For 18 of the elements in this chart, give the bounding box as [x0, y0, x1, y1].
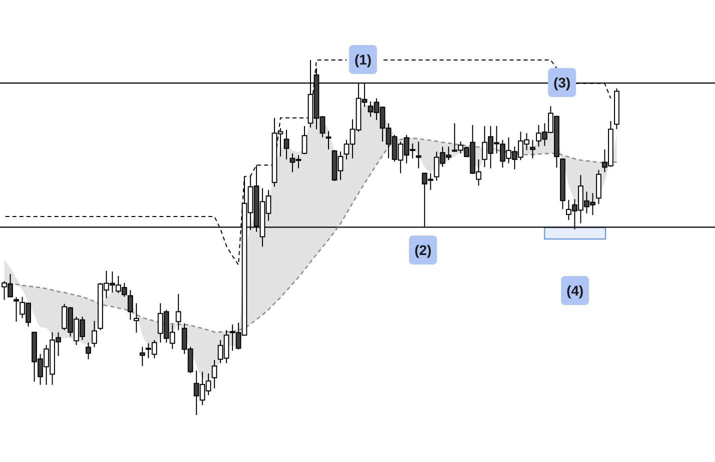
candlestick: [596, 170, 602, 205]
candlestick: [176, 293, 182, 331]
candlestick: [416, 141, 422, 169]
annotation: (3): [553, 74, 571, 90]
candlestick: [530, 139, 536, 159]
candlestick: [86, 342, 92, 360]
candlestick: [128, 290, 134, 320]
candlestick: [92, 320, 98, 348]
annotation: (2): [414, 242, 432, 258]
candlestick: [134, 302, 140, 334]
annotation: (4): [566, 282, 584, 298]
candlestick: [14, 296, 19, 322]
candlestick: [284, 129, 290, 160]
candlestick: [212, 359, 218, 389]
candlestick: [302, 126, 308, 155]
annotation: (1): [354, 51, 372, 68]
candlestick: [140, 346, 146, 367]
candlestick: [326, 130, 332, 150]
